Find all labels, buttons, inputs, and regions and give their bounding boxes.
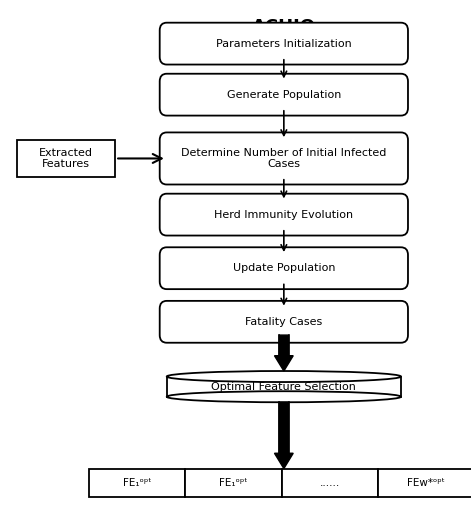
Text: FE₁ᵒᵖᵗ: FE₁ᵒᵖᵗ	[219, 478, 248, 488]
Text: ACHIO: ACHIO	[252, 18, 316, 36]
Ellipse shape	[167, 371, 401, 382]
Polygon shape	[274, 402, 293, 469]
Text: Determine Number of Initial Infected
Cases: Determine Number of Initial Infected Cas…	[181, 148, 386, 169]
FancyBboxPatch shape	[160, 23, 408, 64]
Bar	[90, 469, 185, 496]
FancyBboxPatch shape	[160, 74, 408, 116]
Ellipse shape	[167, 391, 401, 402]
Text: Fatality Cases: Fatality Cases	[245, 317, 322, 327]
Polygon shape	[274, 335, 293, 371]
Bar	[167, 377, 401, 397]
Text: ......: ......	[319, 478, 340, 488]
Bar	[185, 469, 282, 496]
Bar	[17, 140, 115, 177]
Text: FEw*ᵒᵖᵗ: FEw*ᵒᵖᵗ	[407, 478, 445, 488]
Text: Generate Population: Generate Population	[227, 90, 341, 100]
Text: Herd Immunity Evolution: Herd Immunity Evolution	[214, 209, 354, 220]
Bar	[282, 469, 377, 496]
FancyBboxPatch shape	[160, 301, 408, 343]
Text: FE₁ᵒᵖᵗ: FE₁ᵒᵖᵗ	[123, 478, 152, 488]
Text: Extracted
Features: Extracted Features	[39, 148, 93, 169]
FancyBboxPatch shape	[160, 194, 408, 235]
Text: Parameters Initialization: Parameters Initialization	[216, 39, 352, 49]
FancyBboxPatch shape	[160, 247, 408, 289]
Bar	[377, 469, 474, 496]
Text: Update Population: Update Population	[233, 263, 335, 273]
Text: Optimal Feature Selection: Optimal Feature Selection	[211, 382, 356, 392]
FancyBboxPatch shape	[160, 133, 408, 185]
